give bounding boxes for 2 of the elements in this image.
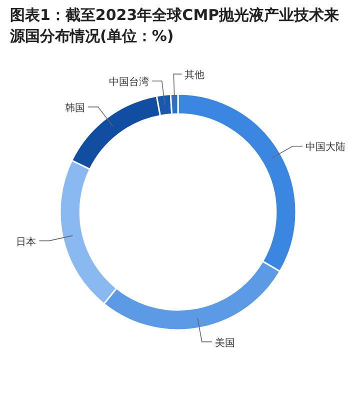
title: 图表1：截至2023年全球CMP抛光液产业技术来 [10, 6, 340, 24]
title: 源国分布情况(单位：%) [10, 27, 174, 45]
